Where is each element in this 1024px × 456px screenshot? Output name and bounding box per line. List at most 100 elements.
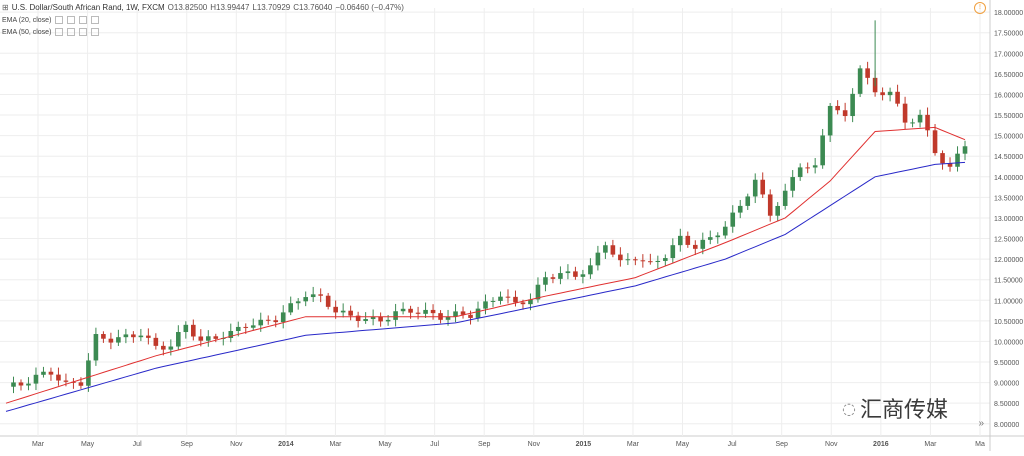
y-tick-label: 16.00000 <box>994 92 1023 99</box>
x-tick-label: Mar <box>329 441 342 448</box>
candle-body <box>737 205 743 213</box>
candle-body <box>93 334 99 361</box>
ohlc-close: C13.76040 <box>293 3 333 12</box>
candle-body <box>543 277 548 285</box>
y-tick-label: 11.50000 <box>994 278 1023 285</box>
x-tick-label: Sep <box>775 441 788 448</box>
y-tick-label: 8.00000 <box>994 422 1019 429</box>
y-tick-label: 13.00000 <box>994 216 1023 223</box>
candle-body <box>460 311 466 315</box>
watermark: ◌ 汇商传媒 <box>842 392 948 424</box>
candle-body <box>191 324 196 337</box>
candle-body <box>850 93 855 117</box>
chart-header: ⊞ U.S. Dollar/South African Rand, 1W, FX… <box>2 3 404 12</box>
candle-body <box>955 153 960 167</box>
candle-body <box>340 310 346 313</box>
candle-body <box>318 294 323 296</box>
candle-body <box>835 105 840 111</box>
candle-body <box>86 360 91 386</box>
indicator-label: EMA (20, close) <box>2 16 52 24</box>
candle-body <box>663 258 668 261</box>
x-tick-label: 2016 <box>873 441 889 448</box>
x-tick-label: Ma <box>975 441 985 448</box>
candle-body <box>56 374 61 381</box>
candle-body <box>707 237 713 240</box>
candle-body <box>63 380 69 382</box>
candle-body <box>618 254 623 261</box>
candle-body <box>250 325 256 328</box>
candle-body <box>895 91 900 104</box>
x-tick-label: Nov <box>230 441 243 448</box>
candle-body <box>745 196 751 206</box>
settings-icon[interactable] <box>67 16 76 24</box>
y-tick-label: 18.00000 <box>994 10 1023 17</box>
x-tick-label: Jul <box>133 441 142 448</box>
candle-body <box>730 212 736 227</box>
candle-body <box>528 299 533 305</box>
price-change: −0.06460 (−0.47%) <box>335 3 404 12</box>
candle-body <box>408 308 413 313</box>
ohlc-open: O13.82500 <box>167 3 208 12</box>
candle-body <box>820 135 825 166</box>
candle-body <box>760 179 766 195</box>
candle-body <box>228 330 234 338</box>
candle-body <box>280 312 286 323</box>
y-tick-label: 11.00000 <box>994 298 1023 305</box>
y-tick-label: 15.00000 <box>994 134 1023 141</box>
eye-icon[interactable] <box>55 16 64 24</box>
candle-body <box>722 226 728 236</box>
candle-body <box>610 245 616 255</box>
candle-body <box>655 260 661 263</box>
indicator-ema20[interactable]: EMA (20, close) <box>2 16 100 24</box>
candle-body <box>498 296 503 301</box>
close-icon[interactable] <box>79 16 88 24</box>
candle-body <box>370 316 376 320</box>
more-icon[interactable] <box>91 28 100 36</box>
settings-icon[interactable] <box>67 28 76 36</box>
candle-body <box>131 334 136 338</box>
candle-body <box>430 309 436 314</box>
y-tick-label: 12.00000 <box>994 257 1023 264</box>
candle-body <box>116 337 121 343</box>
x-tick-label: Sep <box>478 441 491 448</box>
y-tick-label: 15.50000 <box>994 113 1023 120</box>
indicator-ema50[interactable]: EMA (50, close) <box>2 28 100 36</box>
alert-icon[interactable]: ! <box>974 2 986 14</box>
candle-body <box>865 68 870 78</box>
x-tick-label: Mar <box>924 441 937 448</box>
more-icon[interactable] <box>91 16 100 24</box>
close-icon[interactable] <box>79 28 88 36</box>
candle-body <box>26 383 31 386</box>
candle-body <box>962 146 968 154</box>
scroll-to-end-icon[interactable]: » <box>978 418 984 429</box>
candle-body <box>640 260 646 262</box>
symbol-title[interactable]: U.S. Dollar/South African Rand, 1W, FXCM <box>11 3 165 12</box>
candle-body <box>588 265 593 275</box>
candle-body <box>925 114 930 131</box>
candle-body <box>887 91 893 96</box>
watermark-text: 汇商传媒 <box>859 398 948 423</box>
candle-body <box>857 68 863 94</box>
candle-body <box>580 274 586 277</box>
candle-body <box>490 300 496 302</box>
candle-body <box>505 296 511 298</box>
candle-body <box>445 316 451 320</box>
x-tick-label: Sep <box>181 441 194 448</box>
eye-icon[interactable] <box>55 28 64 36</box>
candle-body <box>475 308 481 318</box>
candle-body <box>205 336 211 341</box>
wechat-icon: ◌ <box>842 398 856 418</box>
x-tick-label: 2014 <box>278 441 294 448</box>
y-tick-label: 14.00000 <box>994 175 1023 182</box>
candle-body <box>325 295 331 307</box>
candle-body <box>393 311 398 320</box>
candle-body <box>910 122 915 124</box>
candle-body <box>535 284 541 300</box>
x-tick-label: Mar <box>32 441 45 448</box>
candle-body <box>790 177 795 191</box>
ema20-line <box>5 126 966 404</box>
collapse-icon[interactable]: ⊞ <box>2 3 9 12</box>
candle-body <box>947 163 953 167</box>
